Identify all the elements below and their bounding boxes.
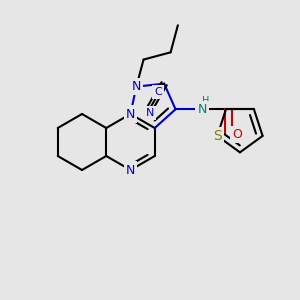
Text: N: N: [197, 103, 207, 116]
Text: N: N: [126, 107, 135, 121]
Text: N: N: [146, 108, 154, 118]
Text: O: O: [232, 128, 242, 141]
Text: S: S: [213, 129, 222, 143]
Text: N: N: [126, 164, 135, 176]
Text: C: C: [154, 87, 162, 97]
Text: N: N: [132, 80, 141, 93]
Text: H: H: [202, 96, 210, 106]
